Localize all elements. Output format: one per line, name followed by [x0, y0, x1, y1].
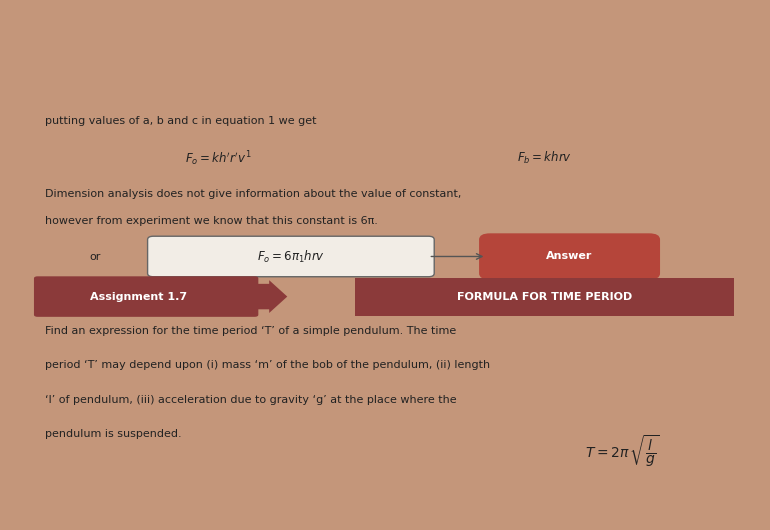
Text: or: or: [90, 252, 101, 262]
Text: Find an expression for the time period ‘T’ of a simple pendulum. The time: Find an expression for the time period ‘…: [45, 326, 456, 336]
Text: Dimension analysis does not give information about the value of constant,: Dimension analysis does not give informa…: [45, 189, 461, 199]
Text: however from experiment we know that this constant is 6π.: however from experiment we know that thi…: [45, 216, 378, 226]
Text: putting values of a, b and c in equation 1 we get: putting values of a, b and c in equation…: [45, 117, 316, 126]
Text: ‘l’ of pendulum, (iii) acceleration due to gravity ‘g’ at the place where the: ‘l’ of pendulum, (iii) acceleration due …: [45, 394, 457, 404]
FancyBboxPatch shape: [148, 236, 434, 277]
Text: $F_o = kh'r'v^1$: $F_o = kh'r'v^1$: [186, 149, 252, 168]
Text: Assignment 1.7: Assignment 1.7: [90, 292, 187, 302]
FancyBboxPatch shape: [355, 278, 734, 315]
FancyArrow shape: [255, 280, 287, 313]
Text: FORMULA FOR TIME PERIOD: FORMULA FOR TIME PERIOD: [457, 292, 632, 302]
Text: period ‘T’ may depend upon (i) mass ‘m’ of the bob of the pendulum, (ii) length: period ‘T’ may depend upon (i) mass ‘m’ …: [45, 360, 490, 370]
Text: pendulum is suspended.: pendulum is suspended.: [45, 429, 182, 439]
Text: $T = 2\pi\,\sqrt{\dfrac{l}{g}}$: $T = 2\pi\,\sqrt{\dfrac{l}{g}}$: [585, 433, 660, 469]
Text: Answer: Answer: [547, 251, 593, 261]
Text: $F_b = khrv$: $F_b = khrv$: [517, 149, 571, 165]
FancyBboxPatch shape: [34, 276, 258, 317]
FancyBboxPatch shape: [479, 233, 660, 280]
Text: $F_o = 6\pi_1 hrv$: $F_o = 6\pi_1 hrv$: [257, 249, 325, 264]
